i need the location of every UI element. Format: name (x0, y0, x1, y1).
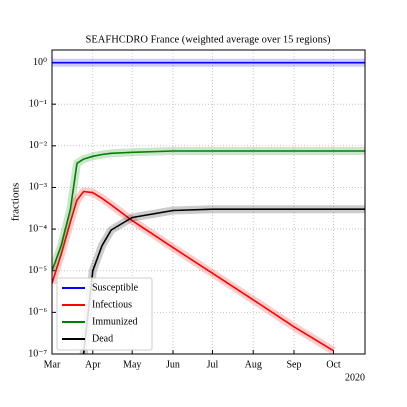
x-tick-label: Jun (166, 359, 180, 370)
x-tick-label: Apr (85, 359, 101, 370)
legend-label: Susceptible (92, 282, 139, 293)
y-axis-label: fractions (10, 183, 22, 221)
y-tick-label: 10⁻² (29, 140, 47, 151)
plot-frame (51, 49, 366, 355)
legend-label: Infectious (92, 299, 132, 310)
x-tick-label: Jul (207, 359, 219, 370)
y-tick-label: 10⁻⁴ (28, 223, 47, 234)
y-tick-label: 10⁻¹ (29, 98, 47, 109)
legend-label: Dead (92, 333, 113, 344)
x-tick-label: Sep (286, 359, 301, 370)
y-tick-label: 10⁻⁶ (28, 307, 47, 318)
x-tick-label: Mar (44, 359, 61, 370)
legend-label: Immunized (92, 316, 138, 327)
legend-box (56, 277, 153, 351)
x-tick-label: Aug (245, 359, 262, 370)
x-offset-label: 2020 (345, 372, 365, 383)
x-tick-label: Oct (326, 359, 341, 370)
y-tick-label: 10⁻⁷ (28, 348, 47, 359)
series-line (52, 190, 334, 352)
y-tick-label: 10⁻⁵ (28, 265, 47, 276)
x-tick-label: May (123, 359, 141, 370)
y-tick-label: 10⁻³ (29, 182, 47, 193)
chart-title: SEAFHCDRO France (weighted average over … (86, 34, 331, 45)
series-line (82, 208, 365, 354)
series-line (52, 150, 365, 271)
y-tick-label: 10⁰ (33, 57, 47, 68)
